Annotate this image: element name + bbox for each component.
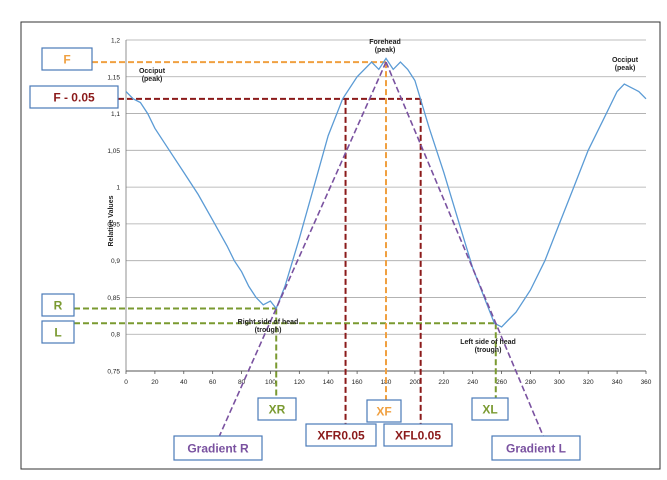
y-tick-label: 0,9	[111, 258, 120, 265]
label-box-XL-text: XL	[482, 403, 497, 417]
label-box-F-frame	[41, 47, 93, 71]
annotation-occiput-left: (peak)	[142, 76, 163, 83]
y-tick-label: 0,85	[107, 295, 120, 302]
x-tick-label: 80	[238, 379, 246, 386]
label-box-gradient-R-frame	[173, 435, 263, 461]
label-box-L-frame	[41, 320, 75, 344]
label-box-gradient-R: Gradient R	[173, 435, 263, 461]
label-box-F: F	[41, 47, 93, 71]
label-box-gradient-L-frame	[491, 435, 581, 461]
annotation-trough-right: (trough)	[255, 327, 282, 334]
label-box-XF-text: XF	[376, 405, 391, 419]
label-box-XL-frame	[471, 397, 509, 421]
gradient-line-R	[218, 61, 387, 437]
label-box-XFR-text: XFR0.05	[317, 429, 365, 443]
x-tick-label: 220	[438, 379, 449, 386]
label-box-XFL-text: XFL0.05	[395, 429, 441, 443]
x-tick-label: 280	[525, 379, 536, 386]
label-box-XR-frame	[257, 397, 297, 421]
x-tick-label: 200	[409, 379, 420, 386]
y-tick-label: 1,15	[107, 74, 120, 81]
annotation-trough-right: Right side of head	[238, 319, 299, 326]
x-tick-label: 320	[583, 379, 594, 386]
y-axis-label: Relative Values	[108, 195, 115, 246]
label-boxes: F F - 0.05 RL XR XF XL XFR0.05 XFL0.05 Gradient …	[29, 47, 581, 461]
gradient-lines	[218, 61, 544, 437]
y-tick-label: 0,75	[107, 369, 120, 376]
label-box-XF-frame	[366, 399, 402, 423]
label-box-F-minus: F - 0.05	[29, 85, 119, 109]
x-tick-label: 140	[323, 379, 334, 386]
y-tick-label: 1	[116, 185, 120, 192]
x-tick-label: 100	[265, 379, 276, 386]
label-box-R-text: R	[54, 299, 63, 313]
label-box-XR-text: XR	[269, 403, 286, 417]
label-box-gradient-L: Gradient L	[491, 435, 581, 461]
label-box-gradient-R-text: Gradient R	[187, 442, 249, 456]
label-box-R: R	[41, 293, 75, 317]
x-tick-label: 260	[496, 379, 507, 386]
label-box-L-text: L	[54, 326, 61, 340]
label-box-XFR-frame	[305, 423, 377, 447]
x-tick-labels: 0 20 40 60 80 100 120 140 160 180 200 220 240 260 280 3…	[124, 371, 652, 386]
y-tick-label: 1,05	[107, 148, 120, 155]
annotations: Occiput(peak)Forehead(peak)Occiput(peak)…	[139, 39, 639, 354]
annotation-occiput-right: Occiput	[612, 57, 639, 64]
annotation-occiput-left: Occiput	[139, 68, 166, 75]
label-box-F-minus-text: F - 0.05	[53, 91, 95, 105]
gradient-line-L	[385, 61, 544, 437]
label-box-XFR: XFR0.05	[305, 423, 377, 447]
x-tick-label: 60	[209, 379, 217, 386]
label-box-F-minus-frame	[29, 85, 119, 109]
x-tick-label: 40	[180, 379, 188, 386]
annotation-trough-left: Left side of head	[460, 339, 516, 346]
label-box-XFL: XFL0.05	[383, 423, 453, 447]
outer-frame	[20, 21, 661, 470]
x-tick-label: 120	[294, 379, 305, 386]
x-tick-label: 240	[467, 379, 478, 386]
annotation-occiput-right: (peak)	[615, 65, 636, 72]
annotation-forehead: (peak)	[375, 47, 396, 54]
x-tick-label: 340	[612, 379, 623, 386]
x-tick-label: 0	[124, 379, 128, 386]
x-tick-label: 160	[352, 379, 363, 386]
x-tick-label: 300	[554, 379, 565, 386]
x-tick-label: 20	[151, 379, 159, 386]
y-tick-label: 1,1	[111, 111, 120, 118]
y-tick-label: 0,95	[107, 221, 120, 228]
label-box-XL: XL	[471, 397, 509, 421]
y-tick-labels: 0,75 0,8 0,85 0,9 0,95 1 1,05 1,1 1,15 1,2	[107, 38, 120, 376]
label-box-gradient-L-text: Gradient L	[506, 442, 566, 456]
label-box-XF: XF	[366, 399, 402, 423]
x-tick-label: 360	[641, 379, 652, 386]
y-tick-label: 0,8	[111, 332, 120, 339]
reference-lines	[74, 61, 497, 424]
label-box-XR: XR	[257, 397, 297, 421]
label-box-L: L	[41, 320, 75, 344]
label-box-R-frame	[41, 293, 75, 317]
label-box-F-text: F	[63, 53, 70, 67]
label-box-XFL-frame	[383, 423, 453, 447]
annotation-forehead: Forehead	[369, 39, 401, 46]
y-tick-label: 1,2	[111, 38, 120, 45]
series-line	[125, 57, 647, 328]
annotation-trough-left: (trough)	[475, 347, 502, 354]
